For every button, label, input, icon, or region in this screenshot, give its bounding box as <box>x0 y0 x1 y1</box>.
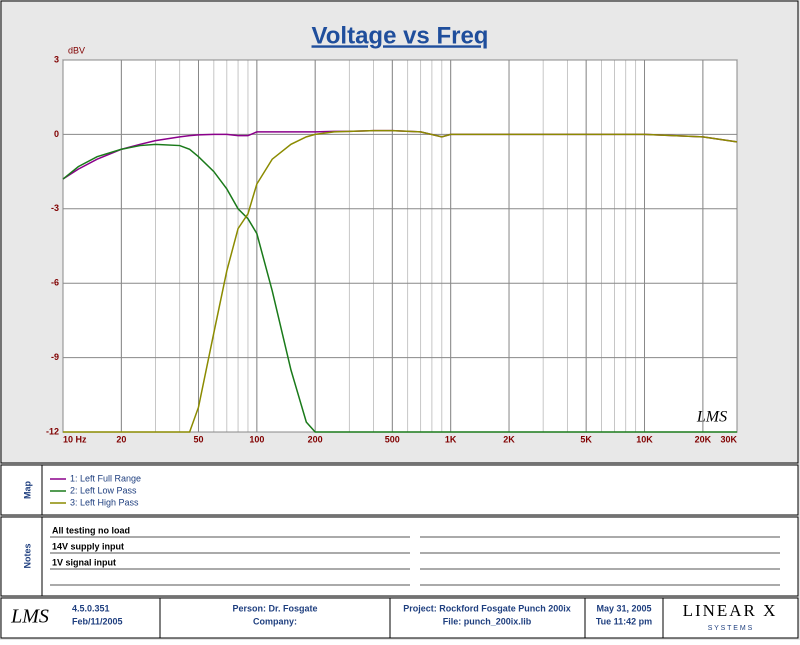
brand: LINEAR X <box>683 601 778 620</box>
footer-panel <box>0 597 799 639</box>
notes-label: Notes <box>22 543 32 568</box>
x-tick-label: 2K <box>503 434 515 444</box>
chart-title: Voltage vs Freq <box>312 22 489 49</box>
version: 4.5.0.351 <box>72 603 110 613</box>
x-tick-label: 20 <box>116 434 126 444</box>
project: Project: Rockford Fosgate Punch 200ix <box>403 603 571 613</box>
y-tick-label: 3 <box>54 54 59 64</box>
legend-label: 1: Left Full Range <box>70 473 141 483</box>
x-tick-label: 1K <box>445 434 457 444</box>
footer-logo: LMS <box>10 606 49 628</box>
x-tick-label: 5K <box>580 434 592 444</box>
map-label: Map <box>22 480 32 499</box>
map-panel <box>0 464 799 516</box>
build-date: Feb/11/2005 <box>72 616 123 626</box>
note-text: 14V supply input <box>52 541 124 551</box>
date: May 31, 2005 <box>596 603 651 613</box>
file: File: punch_200ix.lib <box>443 616 532 626</box>
x-tick-label: 10 Hz <box>63 434 87 444</box>
y-tick-label: -12 <box>46 426 59 436</box>
x-tick-label: 500 <box>385 434 400 444</box>
brand-sub: S Y S T E M S <box>708 625 753 632</box>
x-tick-label: 100 <box>249 434 264 444</box>
series-line <box>63 129 738 433</box>
company: Company: <box>253 616 297 626</box>
note-text: All testing no load <box>52 525 130 535</box>
y-tick-label: -9 <box>51 352 59 362</box>
series-line <box>62 143 737 433</box>
legend-label: 2: Left Low Pass <box>70 485 137 495</box>
y-tick-label: -6 <box>51 278 59 288</box>
y-axis-label: dBV <box>68 45 85 55</box>
legend-label: 3: Left High Pass <box>70 497 139 507</box>
x-tick-label: 50 <box>193 434 203 444</box>
notes-panel <box>0 516 799 597</box>
x-tick-label: 200 <box>308 434 323 444</box>
x-tick-label: 20K <box>695 434 712 444</box>
y-tick-label: -3 <box>51 203 59 213</box>
y-tick-label: 0 <box>54 129 59 139</box>
time: Tue 11:42 pm <box>596 616 652 626</box>
note-text: 1V signal input <box>52 557 116 567</box>
plot-logo: LMS <box>696 409 727 426</box>
person: Person: Dr. Fosgate <box>232 603 317 613</box>
x-tick-label: 10K <box>636 434 653 444</box>
x-tick-label: 30K <box>720 434 737 444</box>
